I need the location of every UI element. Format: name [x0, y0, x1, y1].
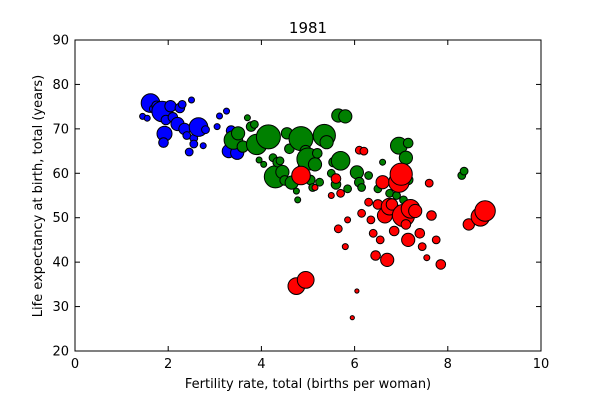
data-point-green-27 — [312, 148, 323, 159]
data-point-red-12 — [357, 208, 367, 218]
data-point-red-14 — [364, 197, 374, 207]
x-tick-label-8: 8 — [444, 357, 452, 372]
data-point-green-36 — [338, 109, 353, 124]
data-point-green-38 — [349, 165, 364, 180]
data-point-red-29 — [400, 219, 412, 230]
plot-frame — [74, 39, 542, 352]
data-point-red-35 — [423, 254, 431, 262]
data-point-green-20 — [294, 196, 302, 204]
axis-ticks: 0 2 4 6 8 10 20 30 40 50 60 70 80 90 — [52, 34, 549, 373]
data-point-red-34 — [417, 242, 427, 252]
data-point-green-30 — [319, 135, 334, 150]
data-point-red-20 — [375, 175, 390, 190]
data-point-red-16 — [368, 228, 378, 238]
x-tick-label-4: 4 — [257, 357, 265, 372]
data-point-red-24 — [385, 198, 399, 211]
y-tick-label-80: 80 — [52, 78, 69, 93]
data-points — [139, 93, 496, 321]
data-point-green-40 — [357, 183, 367, 192]
data-point-red-39 — [435, 259, 447, 270]
y-tick-label-50: 50 — [52, 211, 69, 226]
data-point-green-26 — [307, 157, 323, 172]
data-point-red-25 — [388, 225, 400, 237]
data-point-red-5 — [333, 224, 343, 234]
data-point-red-4 — [330, 173, 342, 184]
data-point-green-1 — [231, 126, 246, 141]
data-point-green-3 — [243, 114, 251, 122]
data-point-red-33 — [414, 228, 426, 239]
data-point-red-10 — [354, 288, 360, 294]
x-tick-label-6: 6 — [350, 357, 358, 372]
data-point-blue-23 — [213, 123, 221, 131]
data-point-blue-22 — [201, 125, 210, 135]
y-tick-label-70: 70 — [52, 122, 69, 137]
data-point-blue-29 — [189, 139, 199, 149]
data-point-green-8 — [260, 160, 268, 168]
data-point-red-36 — [424, 178, 434, 188]
y-tick-label-40: 40 — [52, 256, 69, 271]
x-tick-label-2: 2 — [164, 357, 172, 372]
data-point-red-32 — [408, 203, 423, 219]
data-point-red-15 — [366, 215, 376, 225]
data-point-red-7 — [341, 243, 349, 251]
data-point-red-42 — [474, 200, 496, 222]
data-point-green-48 — [398, 150, 413, 165]
y-axis-title: Life expectancy at birth, total (years) — [31, 75, 46, 317]
data-point-green-28 — [315, 177, 325, 187]
y-tick-label-20: 20 — [52, 345, 69, 360]
x-axis-title: Fertility rate, total (births per woman) — [185, 377, 431, 392]
data-point-blue-17 — [184, 147, 194, 157]
data-point-green-7 — [255, 156, 263, 164]
data-point-green-51 — [402, 137, 414, 149]
x-tick-label-0: 0 — [71, 357, 79, 372]
data-point-red-2 — [291, 165, 311, 186]
y-tick-label-60: 60 — [52, 167, 69, 182]
data-point-green-35 — [330, 151, 351, 171]
data-point-green-5 — [250, 120, 259, 129]
data-point-red-37 — [426, 210, 437, 221]
data-point-blue-10 — [164, 100, 177, 113]
data-point-green-53 — [459, 166, 469, 176]
data-point-blue-14 — [177, 100, 187, 109]
data-point-blue-9 — [158, 137, 169, 148]
data-point-green-55 — [275, 156, 285, 166]
data-point-blue-18 — [188, 96, 195, 104]
x-tick-label-10: 10 — [533, 357, 550, 372]
data-point-red-6 — [336, 188, 346, 198]
data-point-red-3 — [311, 184, 319, 191]
data-point-red-38 — [431, 235, 441, 245]
data-point-red-22 — [380, 252, 395, 267]
data-point-red-17 — [370, 250, 381, 261]
data-point-red-1 — [296, 271, 315, 289]
data-point-green-10 — [255, 124, 281, 150]
data-point-red-30 — [401, 232, 416, 247]
data-point-blue-24 — [216, 112, 223, 120]
data-point-green-19 — [292, 187, 300, 195]
data-point-green-37 — [343, 184, 353, 194]
data-point-red-8 — [344, 216, 352, 224]
data-point-green-43 — [379, 158, 387, 166]
data-point-red-27 — [389, 162, 413, 186]
data-point-blue-21 — [199, 142, 207, 150]
data-point-red-9 — [349, 315, 355, 321]
data-point-red-13 — [359, 146, 369, 156]
data-point-red-43 — [327, 192, 335, 199]
data-point-blue-25 — [223, 107, 230, 115]
y-tick-label-30: 30 — [52, 300, 69, 315]
chart-title: 1981 — [289, 19, 327, 37]
data-point-green-41 — [364, 171, 374, 180]
data-point-blue-1 — [143, 114, 151, 122]
data-point-red-19 — [375, 235, 385, 245]
y-tick-label-90: 90 — [52, 34, 69, 49]
